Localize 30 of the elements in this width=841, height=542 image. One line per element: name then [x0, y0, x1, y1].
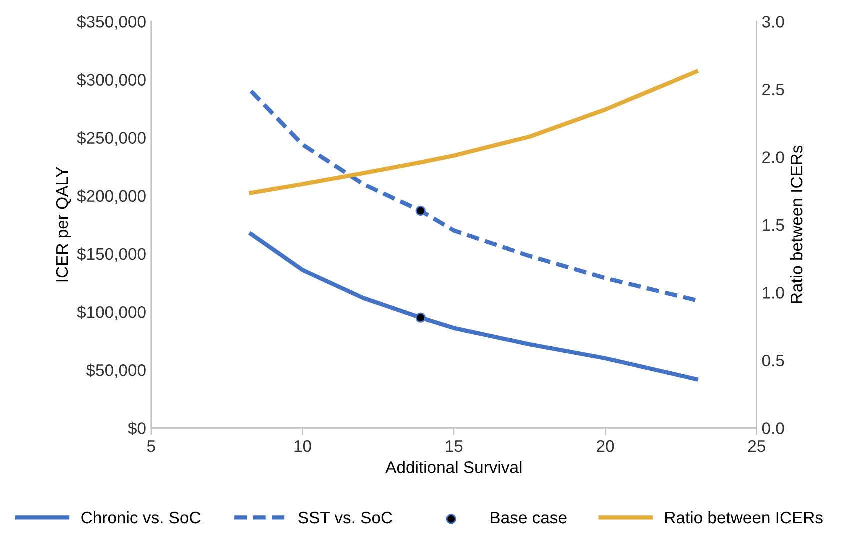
y2-tick-label: 3.0 [762, 16, 784, 28]
y-tick-label: $100,000 [77, 306, 146, 320]
y-tick-label: $250,000 [77, 132, 146, 146]
x-tick-label: 25 [748, 440, 766, 452]
x-axis-title: Additional Survival [386, 461, 522, 474]
y2-axis-title: Ratio between ICERs [790, 146, 803, 304]
y2-tick-label: 0.5 [762, 354, 784, 367]
y-tick-label: $350,000 [77, 15, 146, 30]
y2-tick-label: 0.0 [762, 422, 784, 434]
y2-tick-label: 2.0 [762, 152, 784, 164]
legend-label: SST vs. SoC [298, 512, 392, 524]
y2-tick-label: 2.5 [762, 84, 784, 96]
line-series [249, 89, 698, 303]
legend-label: Base case [491, 512, 567, 524]
line-series [249, 70, 698, 196]
y2-tick-label: 1.5 [763, 220, 784, 232]
y-tick-label: $50,000 [86, 364, 146, 378]
x-tick-label: 15 [446, 440, 463, 452]
x-tick-label: 20 [597, 440, 614, 452]
y-tick-label: $300,000 [77, 73, 146, 88]
legend-label: Chronic vs. SoC [82, 511, 201, 524]
x-tick-label: 10 [294, 440, 312, 452]
y-tick-label: $200,000 [77, 190, 146, 204]
y-axis-title: ICER per QALY [56, 167, 72, 282]
y-tick-label: $0 [128, 422, 146, 436]
x-tick-label: 5 [147, 440, 156, 452]
y2-tick-label: 1.0 [763, 287, 784, 299]
y-tick-label: $150,000 [77, 248, 146, 262]
legend-label: Ratio between ICERs [666, 511, 823, 524]
line-series [249, 232, 698, 382]
